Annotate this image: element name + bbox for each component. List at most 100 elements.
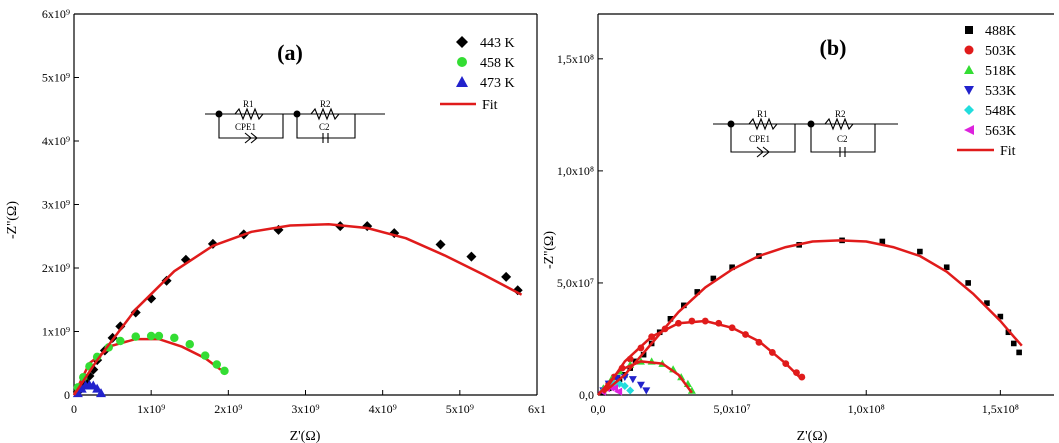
panel-b-point-0: [710, 275, 717, 282]
legend-503k-marker: [964, 45, 974, 55]
panel-a-fit-curve-3: [72, 222, 523, 396]
legend-563k-label: 563K: [985, 124, 1016, 139]
panel-b-marks: [597, 237, 1023, 396]
panel-b-point-0: [943, 264, 950, 271]
panel-b-fit-curve-6: [602, 239, 1023, 394]
panel-a-point-0: [130, 307, 141, 318]
panel-a-point-1: [212, 360, 222, 369]
panel-a-point-1: [170, 333, 179, 343]
legend-fit-label: Fit: [482, 98, 498, 113]
panel-b-point-0: [965, 280, 971, 286]
panel-a-ticks: 0 1x10⁹ 2x10⁹ 3x10⁹ 4x10⁹ 5x10⁹ 6x1 0 1x10⁹ 2x10⁹…: [42, 7, 546, 416]
panel-a-y-tick-label: 3x10⁹: [42, 198, 70, 212]
panel-a-x-tick-label: 6x1: [528, 402, 546, 416]
panel-a-x-tick-label: 0: [71, 402, 77, 416]
panel-b-point-0: [729, 264, 735, 271]
panel-b-circuit: R1 R2 CPE1 C2: [713, 109, 898, 158]
circuit-cpe1-label: CPE1: [235, 122, 256, 132]
panel-b-y-tick-label: 0,0: [579, 388, 594, 402]
legend-533k-marker: [964, 86, 974, 95]
legend-533k-label: 533K: [985, 84, 1016, 99]
panel-a-point-1: [220, 366, 229, 376]
panel-a-x-tick-label: 5x10⁹: [446, 402, 474, 416]
panel-a-x-label: Z'(Ω): [290, 429, 321, 443]
panel-a-point-1: [154, 331, 164, 341]
panel-b-x-label: Z'(Ω): [797, 429, 828, 443]
panel-a-y-tick-label: 2x10⁹: [42, 261, 70, 275]
panel-b-point-0: [1010, 340, 1017, 347]
panel-b-x-tick-label: 5,0x10⁷: [714, 402, 751, 416]
panel-b-legend: 488K 503K 518K 533K 548K 563K Fit: [957, 24, 1016, 159]
panel-a-y-label: -Z''(Ω): [5, 201, 20, 239]
legend-443k-marker: [456, 36, 468, 48]
panel-b-point-5: [614, 387, 623, 396]
legend-503k-label: 503K: [985, 44, 1016, 59]
panel-b-x-tick-label: 0,0: [591, 402, 606, 416]
circuit-b-r1-label: R1: [757, 109, 768, 119]
panel-b-point-0: [879, 238, 886, 245]
panel-b-fit-curve-7: [602, 319, 803, 394]
panel-b-point-0: [984, 300, 990, 306]
panel-b-fit-curve-8: [597, 360, 693, 396]
circuit-resistor-b-r2: [824, 117, 854, 131]
panel-b: (b) Z'(Ω) -Z''(Ω) 0,0 5,0x10⁷ 1,0x10⁸ 1,5x1…: [542, 13, 1054, 443]
panel-a-point-1: [116, 336, 125, 346]
panel-a-point-0: [435, 239, 446, 250]
panel-b-point-3: [642, 387, 651, 395]
panel-b-point-3: [628, 376, 637, 384]
panel-a-y-tick-label: 6x10⁹: [42, 7, 70, 21]
panel-a-legend: 443 K 458 K 473 K Fit: [440, 36, 515, 113]
panel-a-y-tick-label: 1x10⁹: [42, 325, 70, 339]
panel-a-point-1: [146, 331, 156, 341]
panel-a-y-tick-label: 4x10⁹: [42, 134, 70, 148]
legend-fit-label-b: Fit: [1000, 144, 1016, 159]
panel-a-circuit: R1 R2 CPE1 C2: [205, 99, 385, 144]
panel-b-x-tick-label: 1,5x10⁸: [982, 402, 1019, 416]
legend-518k-marker: [964, 65, 974, 74]
panel-a: (a) Z'(Ω) -Z''(Ω) 0 1x10⁹ 2x10⁹ 3x10⁹ 4x10⁹ 5…: [5, 7, 546, 443]
panel-a-point-0: [466, 251, 477, 262]
legend-488k-marker: [965, 26, 973, 34]
panel-a-point-2: [96, 388, 107, 398]
panel-a-point-1: [200, 351, 210, 360]
legend-548k-label: 548K: [985, 104, 1016, 119]
legend-473k-label: 473 K: [480, 76, 515, 91]
circuit-resistor-r1: [234, 107, 264, 121]
legend-488k-label: 488K: [985, 24, 1016, 39]
circuit-resistor-r2: [310, 107, 340, 121]
panel-b-point-0: [1016, 349, 1022, 356]
panel-a-point-1: [131, 332, 140, 341]
legend-458k-marker: [457, 57, 467, 67]
legend-443k-label: 443 K: [480, 36, 515, 51]
panel-b-y-tick-label: 5,0x10⁷: [557, 276, 594, 290]
panel-b-point-0: [667, 316, 674, 322]
panel-a-point-0: [501, 271, 512, 282]
legend-563k-marker: [964, 125, 974, 135]
panel-b-label: (b): [820, 35, 847, 60]
panel-a-y-tick-label: 5x10⁹: [42, 71, 70, 85]
circuit-b-c2-label: C2: [837, 134, 848, 144]
legend-548k-marker: [964, 105, 974, 115]
circuit-r2-label: R2: [320, 99, 331, 109]
panel-b-y-label: -Z''(Ω): [542, 231, 557, 269]
circuit-b-r2-label: R2: [835, 109, 846, 119]
panel-a-label: (a): [277, 40, 303, 65]
legend-458k-label: 458 K: [480, 56, 515, 71]
panel-a-x-tick-label: 2x10⁹: [214, 402, 242, 416]
panel-b-ticks: 0,0 5,0x10⁷ 1,0x10⁸ 1,5x10⁸ 0,0 5,0x10⁷ 1,0x10…: [557, 52, 1019, 416]
panel-a-point-0: [115, 321, 126, 332]
circuit-b-cpe1-label: CPE1: [749, 134, 770, 144]
panel-b-point-0: [694, 289, 701, 295]
panel-b-point-4: [620, 382, 629, 391]
panel-b-y-tick-label: 1,5x10⁸: [557, 52, 594, 66]
legend-518k-label: 518K: [985, 64, 1016, 79]
panel-a-x-tick-label: 1x10⁹: [137, 402, 165, 416]
panel-b-point-4: [626, 386, 635, 395]
panel-a-point-1: [185, 339, 194, 349]
circuit-resistor-b-r1: [748, 117, 778, 131]
panel-b-y-tick-label: 1,0x10⁸: [557, 164, 594, 178]
panel-a-point-0: [161, 275, 172, 286]
panel-b-point-0: [681, 302, 687, 309]
panel-b-point-0: [997, 313, 1004, 320]
circuit-c2-label: C2: [319, 122, 330, 132]
